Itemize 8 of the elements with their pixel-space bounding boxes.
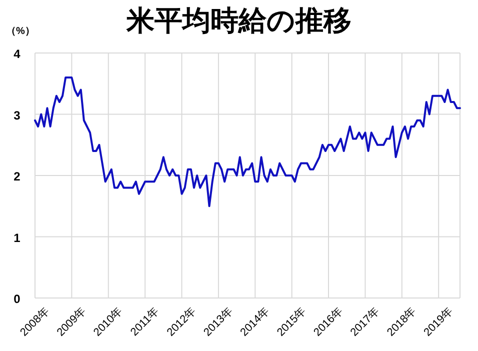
line-series [34,76,461,208]
y-tick-label: 3 [14,108,21,122]
y-tick-label: 1 [14,230,21,245]
y-axis-title: （%） [6,26,35,37]
y-tick-label: 4 [14,47,21,61]
chart-title: 米平均時給の推移 [126,5,352,36]
y-tick-label: 0 [14,292,21,306]
y-tick-label: 2 [14,170,21,184]
